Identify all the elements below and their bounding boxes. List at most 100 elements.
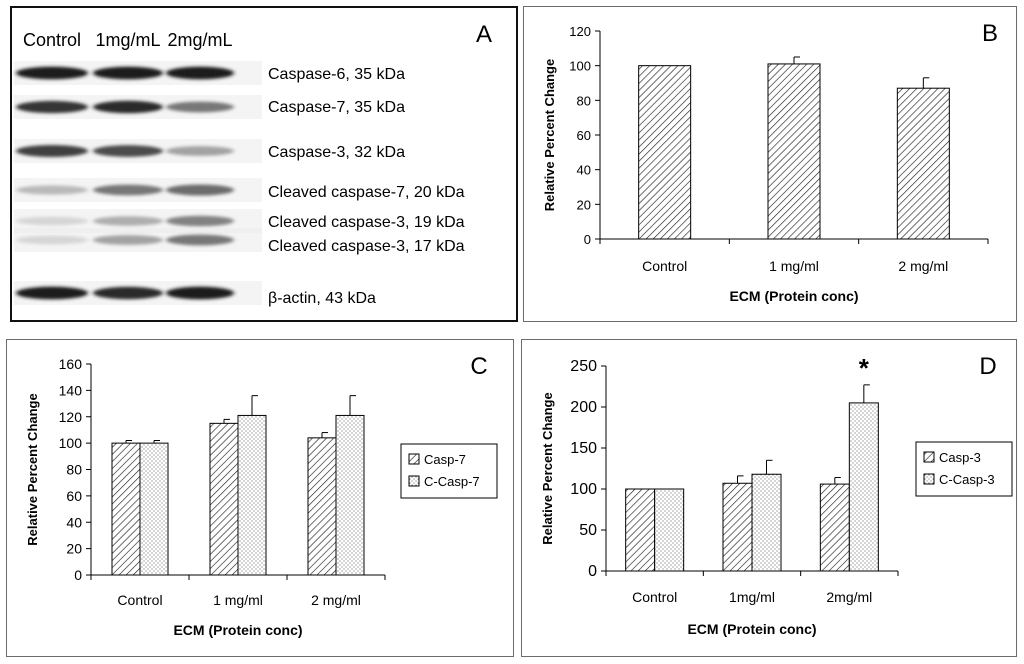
- band-label: Caspase-6, 35 kDa: [268, 66, 405, 83]
- legend-box: [400, 443, 498, 499]
- panel-c-chart: C 0 20 40 60 80 100 120 140 160 Control 1 mg/ml 2 m…: [6, 339, 514, 657]
- y-tick-label: 60: [66, 488, 82, 504]
- blot-band: [16, 145, 88, 157]
- legend: Casp-3 C-Casp-3: [915, 441, 1013, 497]
- bar: [307, 437, 337, 576]
- y-tick-label: 50: [579, 522, 597, 539]
- y-tick-label: 120: [59, 409, 83, 425]
- y-tick-label: 120: [569, 24, 591, 39]
- panel-b-chart: B 0 20 40 60 80 100 120 Control 1 mg/ml 2 mg/ml Re…: [523, 6, 1017, 322]
- blot-band: [16, 235, 88, 245]
- band-label: Caspase-3, 32 kDa: [268, 144, 405, 161]
- y-tick-label: 20: [66, 541, 82, 557]
- x-tick-label: Control: [642, 258, 687, 274]
- y-tick-label: 160: [59, 356, 83, 372]
- band-label: Caspase-7, 35 kDa: [268, 99, 405, 116]
- x-axis-label: ECM (Protein conc): [687, 621, 816, 637]
- lane-label: Control: [23, 30, 81, 50]
- y-tick-label: 40: [66, 514, 82, 530]
- legend-label: Casp-3: [939, 450, 981, 465]
- bar: [767, 63, 821, 240]
- legend-swatch: [923, 451, 935, 463]
- bar: [751, 473, 782, 572]
- blot-band: [166, 101, 234, 113]
- band-label: Cleaved caspase-7, 20 kDa: [268, 184, 465, 201]
- blot-band: [93, 66, 163, 80]
- y-tick-label: 20: [577, 197, 591, 212]
- legend-swatch: [408, 453, 420, 465]
- y-tick-label: 80: [66, 462, 82, 478]
- y-axis-label: Relative Percent Change: [25, 393, 40, 545]
- blot-band: [93, 286, 163, 300]
- lane-label: 2mg/mL: [167, 30, 232, 50]
- y-tick-label: 0: [74, 567, 82, 583]
- blot-band: [166, 66, 234, 80]
- band-label: Cleaved caspase-3, 17 kDa: [268, 238, 465, 255]
- y-tick-label: 0: [588, 563, 597, 580]
- x-tick-label: Control: [632, 589, 677, 605]
- bar: [237, 414, 267, 576]
- blot-band: [93, 235, 163, 245]
- bar: [896, 87, 950, 240]
- significance-annotation: *: [859, 353, 870, 383]
- x-tick-label: 1 mg/ml: [769, 258, 819, 274]
- chart-c: C 0 20 40 60 80 100 120 140 160 Control 1 mg/ml 2 m…: [25, 353, 498, 638]
- panel-letter-b: B: [982, 20, 998, 47]
- y-tick-label: 250: [570, 358, 597, 375]
- bar: [209, 422, 239, 576]
- x-tick-label: 2mg/ml: [826, 589, 872, 605]
- bar: [654, 488, 685, 572]
- y-axis-label: Relative Percent Change: [542, 59, 557, 211]
- y-tick-label: 150: [570, 440, 597, 457]
- y-tick-label: 100: [59, 435, 83, 451]
- blot-band: [16, 100, 88, 114]
- y-axis-label: Relative Percent Change: [540, 392, 555, 544]
- legend-label: C-Casp-3: [939, 472, 995, 487]
- blot-band: [16, 185, 88, 195]
- legend-swatch: [923, 473, 935, 485]
- blot-band: [16, 66, 88, 80]
- band-label: β-actin, 43 kDa: [268, 290, 376, 307]
- bar: [819, 483, 850, 572]
- bar: [335, 414, 365, 576]
- chart-d: D 0 50 100 150 200 250 Control 1mg/ml 2mg/ml * Rel…: [540, 353, 1013, 637]
- y-tick-label: 200: [570, 399, 597, 416]
- x-tick-label: 1mg/ml: [729, 589, 775, 605]
- legend-label: C-Casp-7: [424, 474, 480, 489]
- y-tick-label: 100: [570, 481, 597, 498]
- lane-label: 1mg/mL: [95, 30, 160, 50]
- bar: [139, 442, 169, 576]
- x-axis-label: ECM (Protein conc): [173, 622, 302, 638]
- panel-letter-c: C: [470, 353, 487, 380]
- blot-band: [166, 286, 234, 300]
- blot-band: [16, 216, 88, 226]
- legend-box: [915, 441, 1013, 497]
- y-tick-label: 100: [569, 59, 591, 74]
- y-tick-label: 60: [577, 128, 591, 143]
- blot-band: [93, 100, 163, 114]
- bar: [111, 442, 141, 576]
- bar: [848, 402, 879, 572]
- legend-swatch: [408, 475, 420, 487]
- legend: Casp-7 C-Casp-7: [400, 443, 498, 499]
- chart-b: B 0 20 40 60 80 100 120 Control 1 mg/ml 2 mg/ml Re…: [542, 20, 998, 304]
- x-tick-label: 2 mg/ml: [311, 592, 361, 608]
- western-blot-image: A Control 1mg/mL 2mg/mL Caspase-6, 35 kDa C…: [14, 21, 492, 307]
- blot-band: [16, 286, 88, 300]
- bar: [722, 482, 753, 572]
- y-tick-label: 140: [59, 382, 83, 398]
- panel-letter-d: D: [979, 353, 996, 380]
- y-tick-label: 40: [577, 163, 591, 178]
- blot-band: [166, 184, 234, 196]
- blot-band: [166, 146, 234, 156]
- blot-band: [166, 215, 234, 227]
- band-label: Cleaved caspase-3, 19 kDa: [268, 214, 465, 231]
- blot-band: [93, 184, 163, 196]
- bar: [625, 488, 656, 572]
- x-tick-label: 2 mg/ml: [898, 258, 948, 274]
- y-tick-label: 0: [584, 232, 591, 247]
- y-tick-label: 80: [577, 93, 591, 108]
- blot-band: [93, 216, 163, 226]
- x-tick-label: 1 mg/ml: [213, 592, 263, 608]
- x-axis-label: ECM (Protein conc): [729, 288, 858, 304]
